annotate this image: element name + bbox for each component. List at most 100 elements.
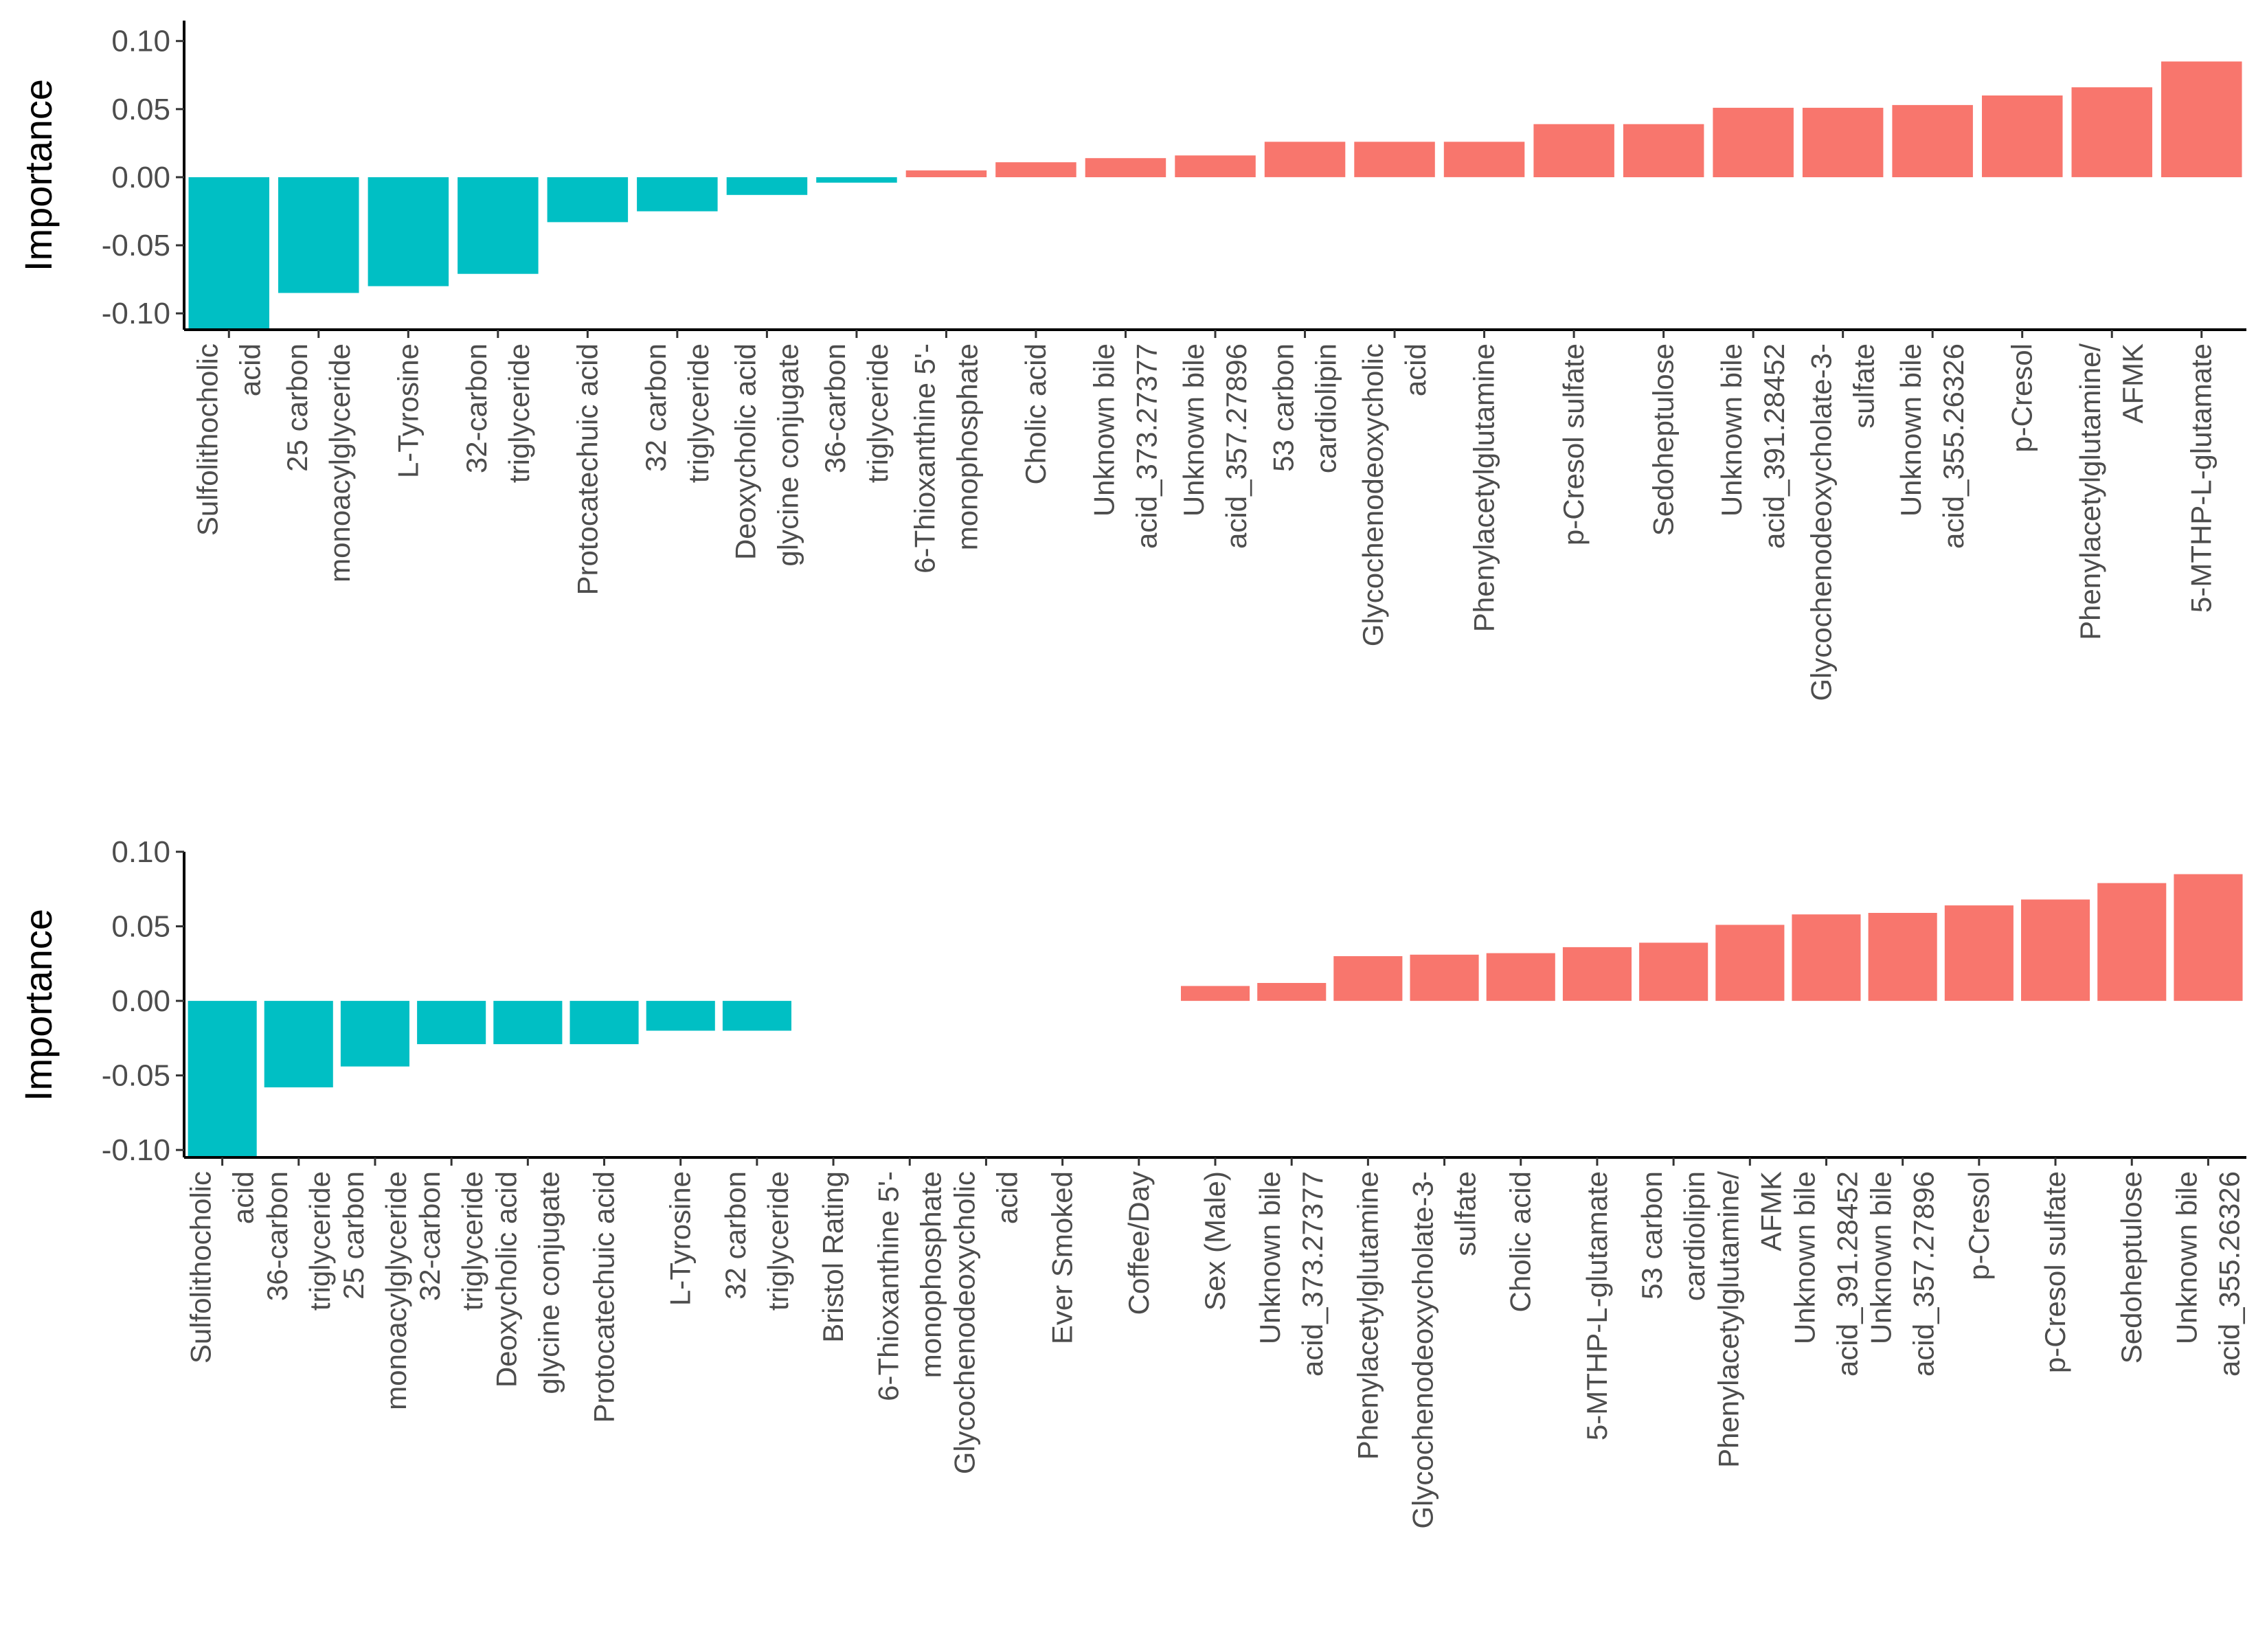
x-tick-label-32-carbon-triglyceride: 32 carbon triglyceride — [640, 343, 714, 483]
y-axis-title: Importance — [16, 909, 60, 1101]
bar-sulfolithocholic-acid — [188, 1001, 257, 1157]
bar-glycochenodeoxycholate-3-sulfate — [1803, 108, 1884, 177]
bar-36-carbon-triglyceride — [264, 1001, 333, 1087]
x-tick-label-unknown-bile-acid-391-28452: Unknown bile acid_391.28452 — [1715, 343, 1790, 549]
bar-p-cresol — [1982, 95, 2063, 177]
y-tick-label: -0.05 — [102, 229, 170, 262]
bar-32-carbon-triglyceride — [458, 177, 539, 274]
x-tick-label-5-mthp-l-glutamate: 5-MTHP-L-glutamate — [2185, 343, 2218, 613]
bar-unknown-bile-acid-373-27377 — [1257, 983, 1326, 1001]
x-tick-label-glycochenodeoxycholate-3-sulfate: Glycochenodeoxycholate-3- sulfate — [1805, 343, 1880, 701]
x-tick-label-sedoheptulose: Sedoheptulose — [2115, 1171, 2147, 1364]
x-tick-label-unknown-bile-acid-373-27377: Unknown bile acid_373.27377 — [1088, 343, 1163, 549]
x-tick-label-l-tyrosine: L-Tyrosine — [664, 1171, 697, 1306]
bar-sex-male — [1181, 986, 1250, 1001]
x-tick-label-bristol-rating: Bristol Rating — [817, 1171, 849, 1343]
x-tick-label-phenylacetylglutamine-afmk: Phenylacetylglutamine/AFMK — [1712, 1171, 1787, 1468]
x-tick-label-unknown-bile-acid-373-27377: Unknown bile acid_373.27377 — [1254, 1171, 1329, 1377]
x-tick-label-5-mthp-l-glutamate: 5-MTHP-L-glutamate — [1581, 1171, 1613, 1440]
x-tick-label-unknown-bile-acid-391-28452: Unknown bile acid_391.28452 — [1789, 1171, 1864, 1377]
y-tick-label: 0.10 — [111, 25, 170, 58]
bar-phenylacetylglutamine — [1333, 956, 1402, 1001]
x-tick-label-32-carbon-triglyceride: 32-carbon triglyceride — [414, 1171, 488, 1311]
x-tick-label-sex-male: Sex (Male) — [1199, 1171, 1231, 1311]
x-tick-label-6-thioxanthine-5-monophosphate: 6-Thioxanthine 5'- monophosphate — [908, 343, 983, 574]
y-tick-label: 0.00 — [111, 161, 170, 194]
y-tick-label: 0.05 — [111, 93, 170, 126]
x-tick-label-deoxycholic-acid-glycine-conjugate: Deoxycholic acid glycine conjugate — [729, 343, 804, 567]
bar-deoxycholic-acid-glycine-conjugate — [493, 1001, 562, 1044]
bar-53-carbon-cardiolipin — [1639, 942, 1708, 1001]
x-tick-label-protocatechuic-acid: Protocatechuic acid — [571, 343, 603, 596]
bar-cholic-acid — [1487, 953, 1555, 1002]
y-tick-label: 0.05 — [111, 910, 170, 944]
bar-protocatechuic-acid — [548, 177, 629, 222]
bar-glycochenodeoxycholic-acid — [1354, 142, 1435, 177]
x-tick-label-sulfolithocholic-acid: Sulfolithocholic acid — [185, 1171, 260, 1364]
x-tick-label-unknown-bile-acid-357-27896: Unknown bile acid_357.27896 — [1177, 343, 1252, 549]
x-tick-label-p-cresol-sulfate: p-Cresol sulfate — [1557, 343, 1590, 545]
x-tick-label-protocatechuic-acid: Protocatechuic acid — [588, 1171, 620, 1423]
x-tick-label-p-cresol: p-Cresol — [2006, 343, 2038, 453]
bar-32-carbon-triglyceride — [723, 1001, 791, 1030]
x-tick-label-deoxycholic-acid-glycine-conjugate: Deoxycholic acid glycine conjugate — [490, 1171, 565, 1394]
x-tick-label-cholic-acid: Cholic acid — [1504, 1171, 1537, 1312]
x-tick-label-unknown-bile-acid-357-27896: Unknown bile acid_357.27896 — [1865, 1171, 1940, 1377]
bar-unknown-bile-acid-355-26326 — [1892, 105, 1973, 177]
x-tick-label-32-carbon-triglyceride: 32 carbon triglyceride — [719, 1171, 794, 1311]
x-tick-label-53-carbon-cardiolipin: 53 carbon cardiolipin — [1267, 343, 1342, 473]
x-tick-label-sedoheptulose: Sedoheptulose — [1647, 343, 1680, 536]
x-tick-label-glycochenodeoxycholate-3-sulfate: Glycochenodeoxycholate-3- sulfate — [1407, 1171, 1482, 1529]
bar-5-mthp-l-glutamate — [1563, 947, 1632, 1001]
x-tick-label-36-carbon-triglyceride: 36-carbon triglyceride — [261, 1171, 336, 1311]
y-tick-label: -0.10 — [102, 1133, 170, 1167]
bar-sedoheptulose — [1623, 124, 1704, 177]
x-tick-label-25-carbon-monoacylglyceride: 25 carbon monoacylglyceride — [281, 343, 356, 582]
x-tick-label-unknown-bile-acid-355-26326: Unknown bile acid_355.26326 — [1895, 343, 1970, 549]
x-tick-label-unknown-bile-acid-355-26326: Unknown bile acid_355.26326 — [2170, 1171, 2245, 1377]
bar-32-carbon-triglyceride — [637, 177, 718, 212]
bar-deoxycholic-acid-glycine-conjugate — [727, 177, 808, 195]
bar-unknown-bile-acid-391-28452 — [1792, 914, 1860, 1001]
x-tick-label-phenylacetylglutamine-afmk: Phenylacetylglutamine/AFMK — [2074, 343, 2149, 640]
bar-protocatechuic-acid — [570, 1001, 639, 1044]
bar-phenylacetylglutamine-afmk — [2072, 87, 2153, 177]
bar-p-cresol-sulfate — [1533, 124, 1614, 177]
x-tick-label-36-carbon-triglyceride: 36-carbon triglyceride — [819, 343, 894, 483]
bar-phenylacetylglutamine-afmk — [1715, 925, 1784, 1001]
bar-unknown-bile-acid-391-28452 — [1713, 108, 1794, 177]
bar-36-carbon-triglyceride — [816, 177, 897, 183]
bar-p-cresol — [1945, 905, 2014, 1001]
x-tick-label-p-cresol: p-Cresol — [1963, 1171, 1995, 1280]
x-tick-label-sulfolithocholic-acid: Sulfolithocholic acid — [191, 343, 266, 536]
x-tick-label-l-tyrosine: L-Tyrosine — [392, 343, 424, 478]
y-axis-title: Importance — [16, 79, 60, 271]
x-tick-label-cholic-acid: Cholic acid — [1019, 343, 1052, 484]
bar-unknown-bile-acid-355-26326 — [2174, 874, 2242, 1002]
x-tick-label-phenylacetylglutamine: Phenylacetylglutamine — [1351, 1171, 1384, 1460]
y-tick-label: -0.05 — [102, 1059, 170, 1093]
bar-6-thioxanthine-5-monophosphate — [906, 170, 987, 177]
y-tick-label: -0.10 — [102, 297, 170, 330]
bar-sulfolithocholic-acid — [189, 177, 270, 330]
x-tick-label-32-carbon-triglyceride: 32-carbon triglyceride — [460, 343, 535, 483]
bar-sedoheptulose — [2097, 883, 2166, 1002]
bar-unknown-bile-acid-373-27377 — [1085, 158, 1166, 177]
bar-l-tyrosine — [368, 177, 449, 286]
bar-cholic-acid — [995, 162, 1076, 177]
bar-phenylacetylglutamine — [1444, 142, 1525, 177]
x-tick-label-glycochenodeoxycholic-acid: Glycochenodeoxycholic acid — [1357, 343, 1432, 646]
x-tick-label-ever-smoked: Ever Smoked — [1046, 1171, 1079, 1344]
bar-unknown-bile-acid-357-27896 — [1869, 913, 1937, 1001]
x-tick-label-coffee-day: Coffee/Day — [1123, 1171, 1155, 1315]
bar-unknown-bile-acid-357-27896 — [1175, 155, 1256, 177]
y-tick-label: 0.00 — [111, 984, 170, 1018]
x-tick-label-phenylacetylglutamine: Phenylacetylglutamine — [1468, 343, 1500, 632]
x-tick-label-53-carbon-cardiolipin: 53 carbon cardiolipin — [1636, 1171, 1711, 1301]
bar-l-tyrosine — [646, 1001, 715, 1030]
x-tick-label-glycochenodeoxycholic-acid: Glycochenodeoxycholic acid — [948, 1171, 1023, 1474]
bar-32-carbon-triglyceride — [417, 1001, 486, 1044]
bar-glycochenodeoxycholate-3-sulfate — [1410, 955, 1479, 1001]
